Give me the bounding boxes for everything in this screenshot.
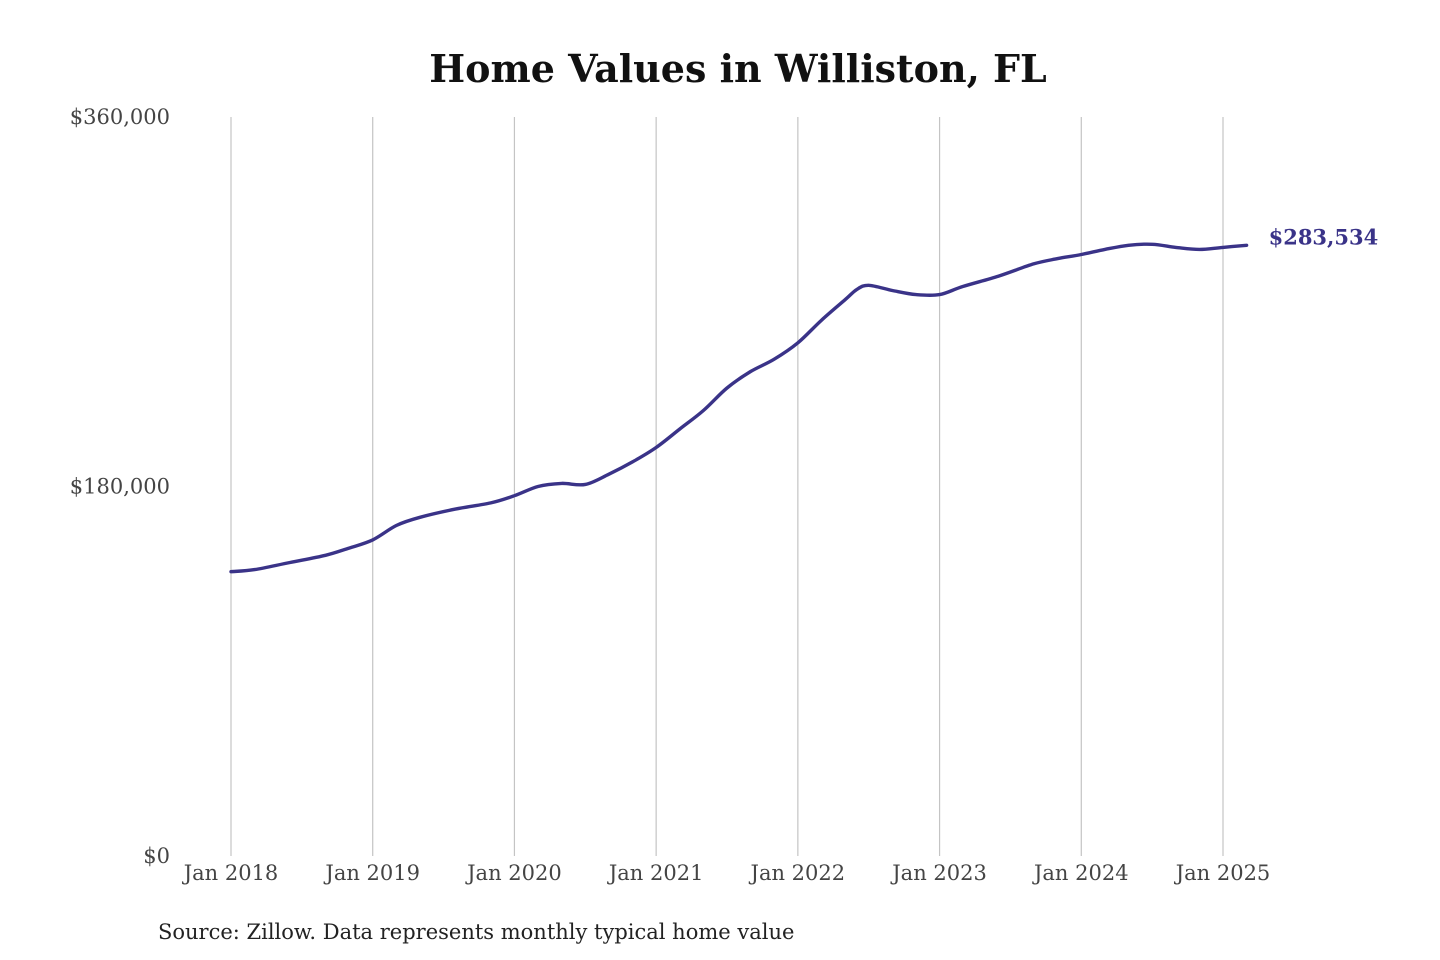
x-tick-label: Jan 2019 bbox=[323, 861, 420, 885]
x-axis-tick-labels: Jan 2018 Jan 2019 Jan 2020 Jan 2021 Jan 2022… bbox=[182, 861, 1271, 885]
x-tick-label: Jan 2020 bbox=[465, 861, 562, 885]
y-tick-label: $180,000 bbox=[70, 475, 170, 499]
series-line-0 bbox=[229, 242, 1249, 574]
x-tick-label: Jan 2025 bbox=[1174, 861, 1271, 885]
x-tick-label: Jan 2021 bbox=[607, 861, 704, 885]
end-value-label: $283,534 bbox=[1269, 224, 1379, 249]
gridlines bbox=[230, 117, 1224, 856]
x-tick-label: Jan 2024 bbox=[1032, 861, 1129, 885]
source-note: Source: Zillow. Data represents monthly … bbox=[158, 920, 794, 944]
x-tick-label: Jan 2023 bbox=[890, 861, 987, 885]
y-axis-tick-labels: $0 $180,000 $360,000 bbox=[70, 105, 170, 868]
series-layer bbox=[229, 242, 1249, 574]
x-tick-label: Jan 2022 bbox=[749, 861, 846, 885]
x-tick-label: Jan 2018 bbox=[182, 861, 279, 885]
y-tick-label: $0 bbox=[143, 844, 170, 868]
y-tick-label: $360,000 bbox=[70, 105, 170, 129]
chart-title: Home Values in Williston, FL bbox=[429, 46, 1046, 91]
